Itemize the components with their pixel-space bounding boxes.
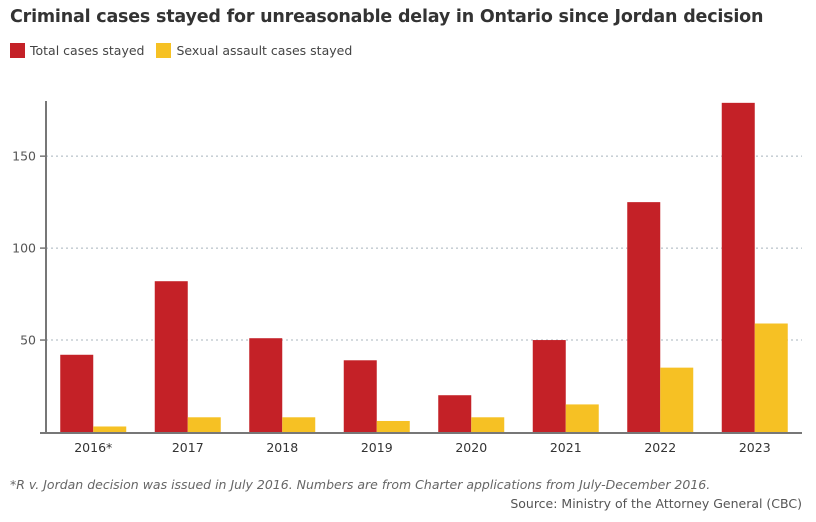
x-tick-label: 2018 [266,440,298,455]
bar-sexual-assault-cases [471,417,505,432]
legend-item-sexual-assault: Sexual assault cases stayed [156,43,352,58]
x-tick-label: 2019 [361,440,393,455]
bar-total-cases [438,395,472,432]
bar-sexual-assault-cases [376,420,410,432]
legend-item-total: Total cases stayed [10,43,144,58]
bar-total-cases [532,340,566,432]
x-tick-label: 2016* [74,440,112,455]
bar-total-cases [60,354,94,432]
x-tick-label: 2021 [550,440,582,455]
bar-sexual-assault-cases [93,426,127,432]
chart-title: Criminal cases stayed for unreasonable d… [10,7,764,27]
bar-total-cases [627,202,661,432]
legend-swatch-sexual-assault [156,43,172,58]
legend-label-total: Total cases stayed [30,43,145,58]
legend-label-sexual-assault: Sexual assault cases stayed [176,43,353,58]
legend-swatch-total [10,43,25,58]
bar-sexual-assault-cases [754,323,788,432]
bar-sexual-assault-cases [187,417,221,432]
footnote: *R v. Jordan decision was issued in July… [10,477,711,492]
bar-total-cases [154,281,188,432]
bar-chart: 50 100 150 2016* 2017 2018 2019 2020 2021 2022 202… [12,101,802,455]
x-tick-label: 2017 [172,440,204,455]
x-tick-label: 2023 [739,440,771,455]
y-tick-label: 100 [12,241,36,256]
bar-sexual-assault-cases [282,417,316,432]
bar-total-cases [249,338,283,432]
x-tick-label: 2022 [644,440,676,455]
source-credit: Source: Ministry of the Attorney General… [510,496,802,511]
legend: Total cases stayed Sexual assault cases … [10,43,364,58]
y-tick-label: 50 [20,333,36,348]
bar-sexual-assault-cases [660,367,694,432]
bar-total-cases [343,360,377,432]
y-tick-label: 150 [12,149,36,164]
x-tick-label: 2020 [455,440,487,455]
bar-sexual-assault-cases [565,404,599,432]
bar-total-cases [721,102,755,432]
